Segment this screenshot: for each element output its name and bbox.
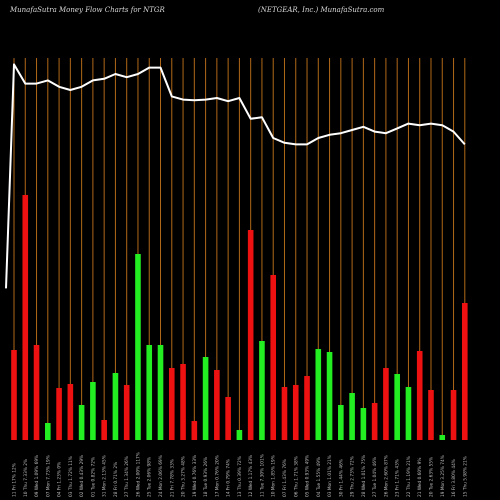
x-tick-label: 09 Wed 1.09% 69% [34,455,40,497]
chart-title: MunafaSutra Money Flow Charts for NTGR [9,6,165,14]
x-tick-label: 28 Wed 1.01% 75% [361,455,367,497]
money-flow-bar [349,393,355,440]
x-tick-label: 29 Thu 2.73% 72% [350,456,356,497]
x-tick-label: 21 Fri 7.78% 33% [169,459,175,497]
x-tick-label: 25 Tue 2.06% 98% [147,457,153,497]
x-tick-label: 21 Wed 0.60% 9% [417,458,423,497]
x-tick-label: 28 Fri 0.71% 2% [113,462,119,497]
money-flow-bar [405,387,412,440]
x-tick-label: 27 Tue 1.04% 46% [372,457,378,497]
money-flow-bar [281,387,288,440]
x-tick-label: 11 Fri 17% 12% [12,463,18,497]
money-flow-bar [416,351,423,440]
x-tick-label: 02 Wed 0.43% 29% [79,455,85,497]
money-flow-bar [180,364,186,440]
x-tick-label: 18 Tue 0.93% 26% [203,457,209,497]
x-tick-label: 06 Thu 1.71% 38% [293,456,299,497]
money-flow-bar [168,368,175,440]
money-flow-bar [360,408,367,440]
money-flow-bar [202,357,209,440]
x-tick-label: 20 Thu 3.27% 48% [181,456,187,497]
x-tick-label: 14 Fri 0.79% 74% [226,459,232,497]
x-tick-label: 04 Tue 1.55% 49% [316,457,322,497]
x-tick-label: 07 Mon 7.73% 19% [45,455,51,497]
money-flow-bar [225,397,231,440]
money-flow-bar [247,230,254,440]
money-flow-bar [78,405,85,440]
x-tick-label: 11 Tue 7.30% 101% [259,454,265,497]
x-tick-label: 13 Thu 0.39% 72% [237,456,243,497]
x-tick-label: 26 Wed 2.00% 117% [136,452,142,497]
x-tick-label: 10 Thu 7.33% 2% [23,459,29,497]
money-flow-bar [259,341,265,440]
money-flow-bar [394,374,400,440]
x-tick-label: 31 Mon 2.13% 45% [102,455,108,497]
money-flow-bar [428,390,434,440]
x-tick-label: 26 Mon 2.60% 87% [383,455,389,497]
money-flow-bar [214,370,220,440]
money-flow-bar [56,388,62,440]
x-tick-label: 07 Fri 1.43% 76% [282,459,288,497]
x-tick-label: 19 Wed 0.76% 33% [192,455,198,497]
money-flow-bar [338,405,344,440]
x-tick-label: 16 Fri 3.80% 44% [451,459,457,497]
x-tick-label: 24 Mon 2.06% 69% [158,455,164,497]
x-tick-label: 23 Fri 1.71% 43% [395,459,401,497]
money-flow-bar [304,376,310,440]
money-flow-bar [439,435,446,440]
price-line-layer [5,63,466,289]
money-flow-bar [101,420,107,440]
money-flow-bar [383,368,389,440]
x-tick-label: 03 Mon 1.01% 21% [327,455,333,497]
money-flow-bar [450,390,457,440]
money-flow-bar [146,345,153,440]
money-flow-bar [11,350,17,440]
x-tick-label: 03 Thu 1.72% 11% [68,456,74,497]
x-tick-label: 27 Thu 1.34% 26% [124,456,130,497]
x-tick-label: 20 Tue 2.63% 55% [429,457,435,497]
x-tick-label: 01 Tue 0.82% 72% [90,457,96,497]
x-tick-label: 12 Wed 1.17% 43% [248,455,254,497]
money-flow-bar [292,385,299,440]
money-flow-bar [22,195,29,440]
money-flow-bar [135,254,141,440]
money-flow-bar [315,349,322,440]
chart-subtitle: (NETGEAR, Inc.) MunafaSutra.com [258,6,385,14]
money-flow-bar [123,385,130,440]
money-flow-bar [90,382,96,440]
x-tick-label: 22 Thu 1.19% 21% [406,456,412,497]
money-flow-bar [67,384,74,440]
money-flow-bar [157,345,164,440]
money-flow-bars [11,195,468,440]
money-flow-bar [270,275,277,440]
x-tick-label: 05 Wed 0.93% 49% [305,455,311,497]
money-flow-bar [33,345,40,440]
x-tick-label: 04 Fri 1.23% 0% [57,462,63,497]
x-tick-label: 10 Mon 1.85% 19% [271,455,277,497]
price-line [5,63,466,289]
x-tick-label: 19 Mon 3.25% 74% [440,455,446,497]
x-tick-label: 17 Mon 0.76% 20% [214,455,220,497]
money-flow-bar [462,303,468,440]
x-tick-label: 30 Fri 1.44% 46% [338,459,344,497]
money-flow-bar [236,430,243,440]
x-tick-label: 15 Thu 5.98% 21% [462,456,468,497]
money-flow-bar [191,421,198,440]
money-flow-bar [45,423,51,440]
x-axis-tick-labels: 11 Fri 17% 12% 10 Thu 7.33% 2% 09 Wed 1.09… [12,452,469,497]
money-flow-bar [112,373,119,440]
money-flow-bar [371,403,378,440]
money-flow-bar [326,352,333,440]
